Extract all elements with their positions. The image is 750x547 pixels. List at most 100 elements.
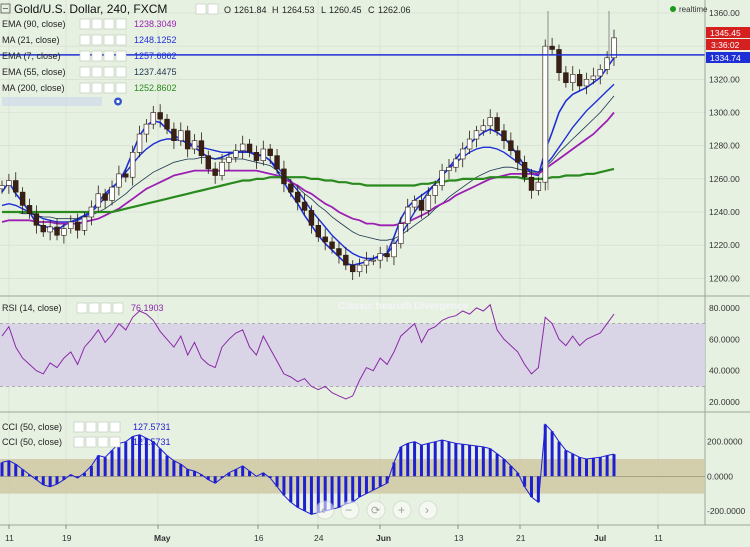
cci-eye-icon-1[interactable] xyxy=(73,421,85,433)
cci-legend-toolbar-2[interactable] xyxy=(73,436,121,448)
indicator-more-icon[interactable] xyxy=(115,18,127,30)
cci-close-icon-1[interactable] xyxy=(97,421,109,433)
rsi-tick-label: 40.0000 xyxy=(709,366,740,376)
scroll-right-button[interactable] xyxy=(418,500,438,520)
rsi-axis[interactable]: 20.0000 40.0000 60.0000 80.0000 xyxy=(709,303,740,407)
candle xyxy=(226,152,232,171)
candle xyxy=(315,218,322,242)
candle-body xyxy=(473,130,480,140)
time-tick-label: May xyxy=(154,533,171,543)
candle xyxy=(411,195,418,213)
cci-eye-icon-2[interactable] xyxy=(73,436,85,448)
candle xyxy=(47,220,53,241)
candle xyxy=(123,168,129,183)
cci-axis[interactable]: -200.0000 0.0000 200.0000 xyxy=(707,437,746,516)
indicator-settings-icon[interactable] xyxy=(91,66,103,78)
candle-body xyxy=(109,186,115,201)
scroll-right-icon: › xyxy=(425,503,429,517)
indicator-settings-icon[interactable] xyxy=(91,50,103,62)
indicator-close-icon[interactable] xyxy=(103,50,115,62)
indicator-eye-icon[interactable] xyxy=(79,66,91,78)
time-tick-label: Jul xyxy=(594,533,606,543)
indicator-more-icon[interactable] xyxy=(115,82,127,94)
candle-body xyxy=(150,112,156,125)
candle xyxy=(157,104,163,128)
candle xyxy=(563,66,569,88)
candle xyxy=(508,132,514,156)
indicator-settings-icon[interactable] xyxy=(91,82,103,94)
candle-body xyxy=(171,128,177,142)
indicator-eye-icon[interactable] xyxy=(79,82,91,94)
zoom-out-button[interactable] xyxy=(340,500,360,520)
price-badges: 1345.45 3:36:02 1334.74 xyxy=(706,27,750,63)
rsi-close-icon[interactable] xyxy=(100,302,112,314)
candle-body xyxy=(315,225,322,238)
candle xyxy=(81,212,88,236)
candle xyxy=(109,180,115,206)
candle-body xyxy=(460,148,466,160)
candle xyxy=(184,125,191,158)
candle xyxy=(336,241,342,264)
collapse-icon[interactable] xyxy=(0,3,11,14)
ohlc-high-value: 1264.53 xyxy=(282,5,315,15)
indicator-more-icon[interactable] xyxy=(115,66,127,78)
reset-zoom-button[interactable] xyxy=(366,500,386,520)
indicator-eye-icon[interactable] xyxy=(79,18,91,30)
indicator-eye-icon[interactable] xyxy=(79,50,91,62)
legend-extra-row xyxy=(2,97,122,106)
indicator-eye-icon[interactable] xyxy=(79,34,91,46)
rsi-watermark: Classic bearish Divergence xyxy=(338,301,469,312)
cci-more-icon-2[interactable] xyxy=(109,436,121,448)
zoom-in-button[interactable] xyxy=(392,500,412,520)
line-price-value: 1334.74 xyxy=(710,53,741,63)
indicator-label: MA (21, close) xyxy=(2,35,60,45)
candle-body xyxy=(398,223,404,244)
header-eye-icon[interactable] xyxy=(195,3,207,15)
price-tick-label: 1360.00 xyxy=(709,8,740,18)
cci-legend-toolbar-1[interactable] xyxy=(73,421,121,433)
candle-body xyxy=(515,150,521,163)
indicator-value: 1248.1252 xyxy=(134,35,177,45)
rsi-tick-label: 60.0000 xyxy=(709,334,740,344)
candle-body xyxy=(301,201,308,211)
candle-body xyxy=(487,117,493,127)
indicator-more-icon[interactable] xyxy=(115,34,127,46)
indicator-close-icon[interactable] xyxy=(103,18,115,30)
candle xyxy=(466,130,473,154)
rsi-settings-icon[interactable] xyxy=(88,302,100,314)
rsi-eye-icon[interactable] xyxy=(76,302,88,314)
cci-close-icon-2[interactable] xyxy=(97,436,109,448)
indicator-more-icon[interactable] xyxy=(115,50,127,62)
indicator-close-icon[interactable] xyxy=(103,82,115,94)
candle xyxy=(171,122,177,149)
header-settings-icon[interactable] xyxy=(207,3,219,15)
candle-body xyxy=(260,148,267,161)
candle xyxy=(136,125,143,158)
rsi-more-icon[interactable] xyxy=(112,302,124,314)
price-tick-label: 1300.00 xyxy=(709,108,740,118)
indicator-close-icon[interactable] xyxy=(103,66,115,78)
candle-body xyxy=(446,166,452,171)
candle-body xyxy=(343,254,349,266)
candle xyxy=(260,140,267,166)
reset-icon: ⟳ xyxy=(371,505,380,517)
indicator-settings-icon[interactable] xyxy=(91,18,103,30)
cci-more-icon-1[interactable] xyxy=(109,421,121,433)
rsi-panel: Classic bearish Divergence xyxy=(0,301,705,400)
cci-settings-icon-2[interactable] xyxy=(85,436,97,448)
cci-histogram xyxy=(0,424,616,515)
time-axis[interactable]: 11 19 May 16 24 Jun 13 21 Jul 11 xyxy=(5,525,663,543)
indicator-settings-icon[interactable] xyxy=(91,34,103,46)
candle xyxy=(549,37,555,55)
navigation-toolbar[interactable]: ‹ − ⟳ + › xyxy=(315,500,438,520)
header-toolbar[interactable] xyxy=(195,3,219,15)
cci-settings-icon-1[interactable] xyxy=(85,421,97,433)
line-price-badge xyxy=(706,52,750,63)
indicator-close-icon[interactable] xyxy=(103,34,115,46)
rsi-legend-toolbar[interactable] xyxy=(76,302,124,314)
candle-body xyxy=(418,200,425,211)
candle xyxy=(143,119,150,143)
ohlc-low-value: 1260.45 xyxy=(329,5,362,15)
scroll-left-button[interactable] xyxy=(315,500,335,520)
